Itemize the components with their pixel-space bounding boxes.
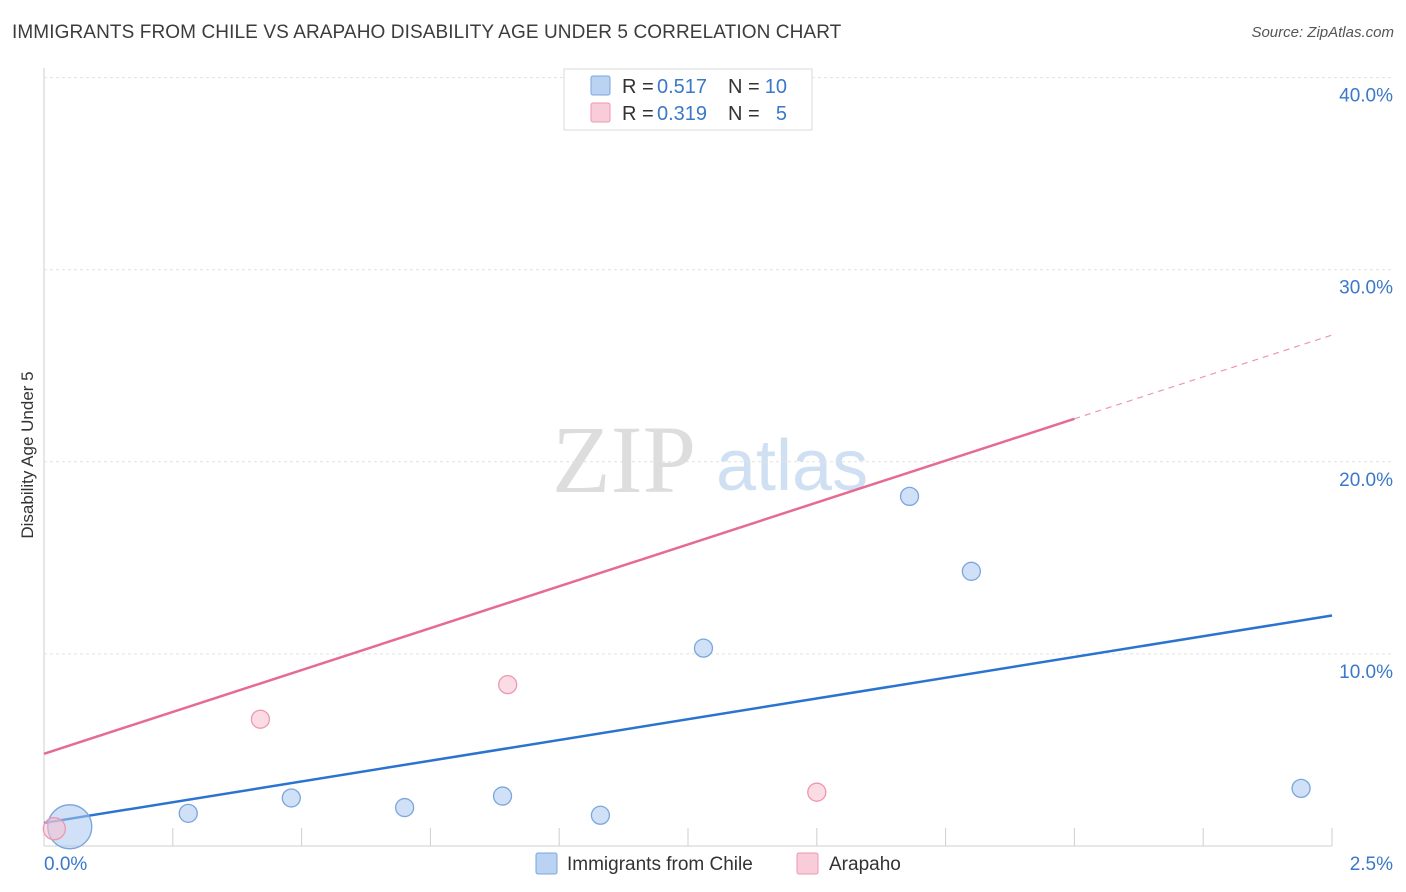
watermark: ZIP atlas xyxy=(552,406,868,513)
bottom-legend-label-chile: Immigrants from Chile xyxy=(567,854,753,875)
bottom-legend-swatch-arapaho xyxy=(796,852,819,875)
y-tick-label-10: 10.0% xyxy=(1339,662,1393,683)
legend-n-label-arapaho: N = xyxy=(728,103,760,125)
watermark-atlas: atlas xyxy=(716,426,868,506)
point-arapaho-3 xyxy=(807,782,827,802)
legend-top: R = 0.517 N = 10 R = 0.319 N = 5 xyxy=(563,68,813,131)
y-tick-label-40: 40.0% xyxy=(1339,86,1393,107)
legend-r-value-arapaho: 0.319 xyxy=(657,103,707,125)
legend-n-value-arapaho: 5 xyxy=(776,103,787,125)
point-chile-4 xyxy=(492,786,513,806)
trend-line-1 xyxy=(43,417,1075,755)
point-chile-1 xyxy=(178,803,198,823)
point-chile-6 xyxy=(693,638,714,658)
trend-line-extension-1 xyxy=(1074,334,1333,420)
point-chile-8 xyxy=(961,561,982,581)
point-chile-2 xyxy=(281,788,301,808)
legend-r-label-arapaho: R = xyxy=(622,103,654,125)
bottom-legend-swatch-chile xyxy=(535,852,558,875)
data-points xyxy=(42,486,1311,850)
point-chile-5 xyxy=(590,805,611,825)
x-tick-label-min: 0.0% xyxy=(44,854,87,875)
legend-r-value-chile: 0.517 xyxy=(657,76,707,98)
legend-n-label-chile: N = xyxy=(728,76,760,98)
point-arapaho-0 xyxy=(42,817,66,841)
point-chile-7 xyxy=(899,486,920,507)
point-arapaho-2 xyxy=(498,674,518,695)
y-tick-label-20: 20.0% xyxy=(1339,470,1393,491)
source-label: Source: ZipAtlas.com xyxy=(1251,24,1394,41)
y-axis-label: Disability Age Under 5 xyxy=(18,371,37,538)
point-chile-9 xyxy=(1291,778,1311,799)
point-arapaho-1 xyxy=(250,709,271,729)
chart-title: IMMIGRANTS FROM CHILE VS ARAPAHO DISABIL… xyxy=(12,22,842,43)
legend-swatch-arapaho xyxy=(590,102,611,123)
legend-bottom: Immigrants from Chile Arapaho xyxy=(535,852,901,875)
bottom-legend-label-arapaho: Arapaho xyxy=(829,854,901,875)
gridlines xyxy=(44,77,1392,655)
point-chile-3 xyxy=(394,797,415,818)
legend-n-value-chile: 10 xyxy=(765,76,787,98)
legend-r-label-chile: R = xyxy=(622,76,654,98)
trend-line-0 xyxy=(43,614,1333,825)
x-tick-marks xyxy=(172,828,1333,846)
legend-swatch-chile xyxy=(590,75,611,96)
y-tick-labels: 10.0% 20.0% 30.0% 40.0% xyxy=(1339,86,1393,683)
y-tick-label-30: 30.0% xyxy=(1339,278,1393,299)
x-tick-label-max: 2.5% xyxy=(1350,854,1393,875)
trend-lines xyxy=(43,334,1333,825)
watermark-zip: ZIP xyxy=(552,406,696,513)
